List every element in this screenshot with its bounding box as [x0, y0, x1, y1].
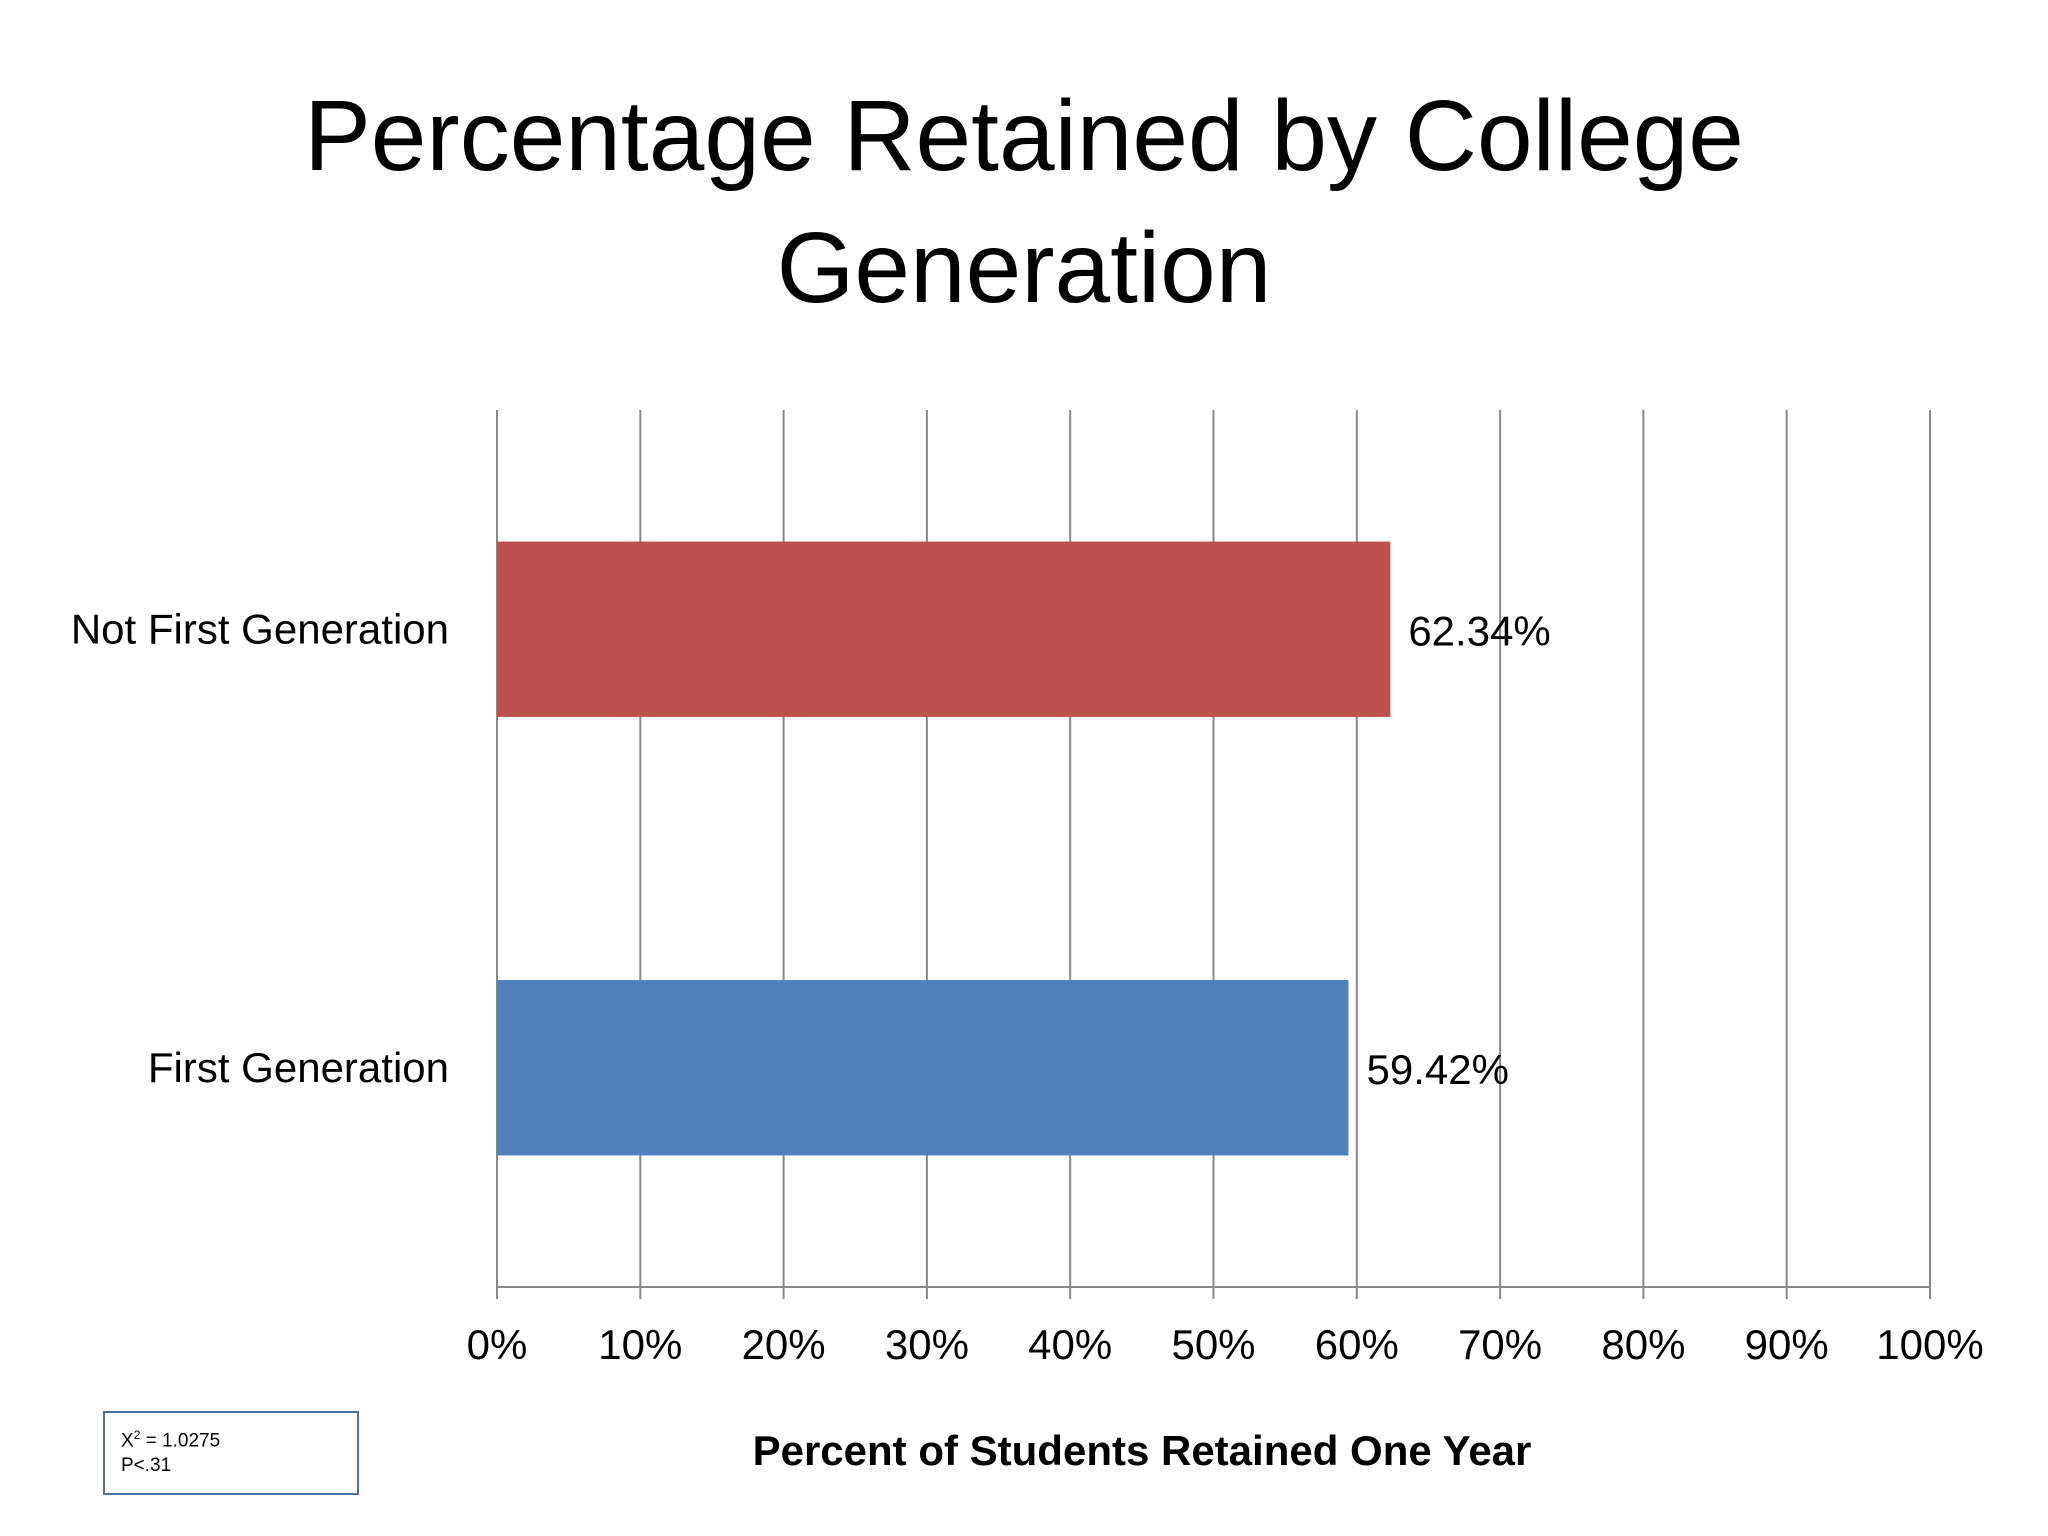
p-value-line: P<.31 — [121, 1455, 172, 1477]
x-tick-label-70: 70% — [1458, 1321, 1542, 1368]
x-tick-label-90: 90% — [1745, 1321, 1829, 1368]
chi-square-symbol: X — [121, 1430, 134, 1452]
x-axis-label: Percent of Students Retained One Year — [753, 1427, 1532, 1474]
bars — [497, 541, 1391, 1156]
chart-title-line-2: Generation — [776, 212, 1272, 324]
data-labels: 62.34% 59.42% — [1366, 607, 1550, 1093]
x-tick-label-10: 10% — [598, 1321, 682, 1368]
x-tick-labels: 0% 10% 20% 30% 40% 50% 60% 70% 80% 90% 100% — [467, 1321, 1984, 1368]
x-tick-label-80: 80% — [1601, 1321, 1685, 1368]
chi-square-exponent: 2 — [133, 1428, 141, 1442]
category-label-1: First Generation — [148, 1044, 449, 1091]
statistics-box: X2 = 1.0275 P<.31 — [103, 1411, 359, 1495]
x-tick-label-20: 20% — [742, 1321, 826, 1368]
chi-square-value: = 1.0275 — [140, 1430, 221, 1452]
data-label-1: 59.42% — [1366, 1046, 1508, 1093]
x-tick-label-30: 30% — [885, 1321, 969, 1368]
category-label-0: Not First Generation — [71, 605, 449, 652]
x-tick-label-50: 50% — [1171, 1321, 1255, 1368]
bar-0 — [497, 541, 1391, 717]
x-tick-label-100: 100% — [1876, 1321, 1983, 1368]
chi-square-line: X2 = 1.0275 — [121, 1423, 357, 1453]
x-tick-label-40: 40% — [1028, 1321, 1112, 1368]
data-label-0: 62.34% — [1408, 607, 1550, 654]
bar-1 — [497, 980, 1349, 1156]
x-tick-label-0: 0% — [467, 1321, 528, 1368]
chart-title-line-1: Percentage Retained by College — [304, 80, 1744, 192]
category-labels: Not First Generation First Generation — [71, 605, 449, 1091]
chart-title: Percentage Retained by College Generatio… — [224, 70, 1824, 334]
x-tick-label-60: 60% — [1315, 1321, 1399, 1368]
x-axis — [496, 1286, 1931, 1299]
